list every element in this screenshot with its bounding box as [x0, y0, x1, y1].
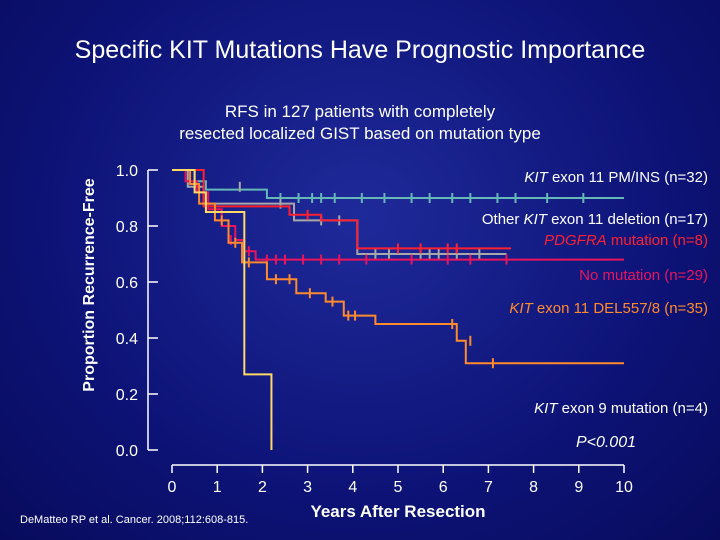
km-curve-series-5: [172, 169, 273, 450]
x-tick-label: 9: [574, 479, 583, 496]
annotation-other-kit: Other KIT exon 11 deletion (n=17): [482, 211, 708, 228]
x-tick-label: 3: [303, 479, 312, 496]
x-tick-label: 8: [529, 479, 538, 496]
annotation-other-kit-rest: exon 11 deletion (n=17): [547, 211, 708, 228]
annotation-kit-exon9-text: exon 9 mutation (n=4): [562, 400, 708, 417]
x-axis-label: Years After Resection: [310, 502, 485, 521]
y-tick-label: 1.0: [116, 163, 138, 180]
annotation-pdgfra: PDGFRA mutation (n=8): [544, 232, 708, 249]
annotation-other-kit-italic: KIT: [524, 211, 549, 228]
p-value: P<0.001: [576, 434, 636, 451]
km-curve-series-4: [172, 169, 624, 365]
chart-annotations: KIT exon 11 PM/INS (n=32) Other KIT exon…: [482, 169, 708, 451]
x-tick-label: 1: [213, 479, 222, 496]
x-tick-label: 5: [394, 479, 403, 496]
x-tick-label: 4: [348, 479, 357, 496]
chart-axes: 0.0 0.2 0.4 0.6 0.8 1.0 0 1 2 3 4 5 6 7 8 9 10: [116, 163, 633, 496]
annotation-kit-del557: KIT exon 11 DEL557/8 (n=35): [509, 300, 708, 317]
slide-title: Specific KIT Mutations Have Prognostic I…: [74, 36, 646, 64]
y-tick-label: 0.4: [116, 331, 138, 348]
citation: DeMatteo RP et al. Cancer. 2008;112:608-…: [20, 514, 249, 526]
annotation-kit-pm-ins: KIT exon 11 PM/INS (n=32): [524, 169, 708, 186]
annotation-kit-del557-text: exon 11 DEL557/8 (n=35): [537, 300, 708, 317]
annotation-kit-exon9-italic: KIT: [534, 400, 559, 417]
annotation-pdgfra-italic: PDGFRA: [544, 232, 607, 249]
chart-curves: [172, 169, 624, 450]
annotation-other-kit-prefix: Other: [482, 211, 524, 228]
annotation-kit-pm-ins-italic: KIT: [524, 169, 549, 186]
y-tick-label: 0.6: [116, 275, 138, 292]
x-tick-label: 2: [258, 479, 267, 496]
subtitle-line-1: RFS in 127 patients with completely: [224, 102, 496, 121]
y-tick-label: 0.8: [116, 219, 138, 236]
x-tick-label: 0: [168, 479, 177, 496]
y-tick-label: 0.0: [116, 443, 138, 460]
annotation-kit-exon9: KIT exon 9 mutation (n=4): [534, 400, 708, 417]
annotation-no-mutation: No mutation (n=29): [579, 267, 708, 284]
y-tick-label: 0.2: [116, 387, 138, 404]
subtitle-line-2: resected localized GIST based on mutatio…: [179, 124, 541, 143]
x-tick-label: 10: [615, 479, 633, 496]
x-tick-label: 6: [439, 479, 448, 496]
x-tick-label: 7: [484, 479, 493, 496]
km-curve-series-2: [172, 169, 511, 250]
annotation-kit-pm-ins-text: exon 11 PM/INS (n=32): [552, 169, 708, 186]
chart-subtitle: RFS in 127 patients with completely rese…: [0, 101, 720, 145]
annotation-pdgfra-text: mutation (n=8): [611, 232, 708, 249]
annotation-kit-del557-italic: KIT: [509, 300, 534, 317]
